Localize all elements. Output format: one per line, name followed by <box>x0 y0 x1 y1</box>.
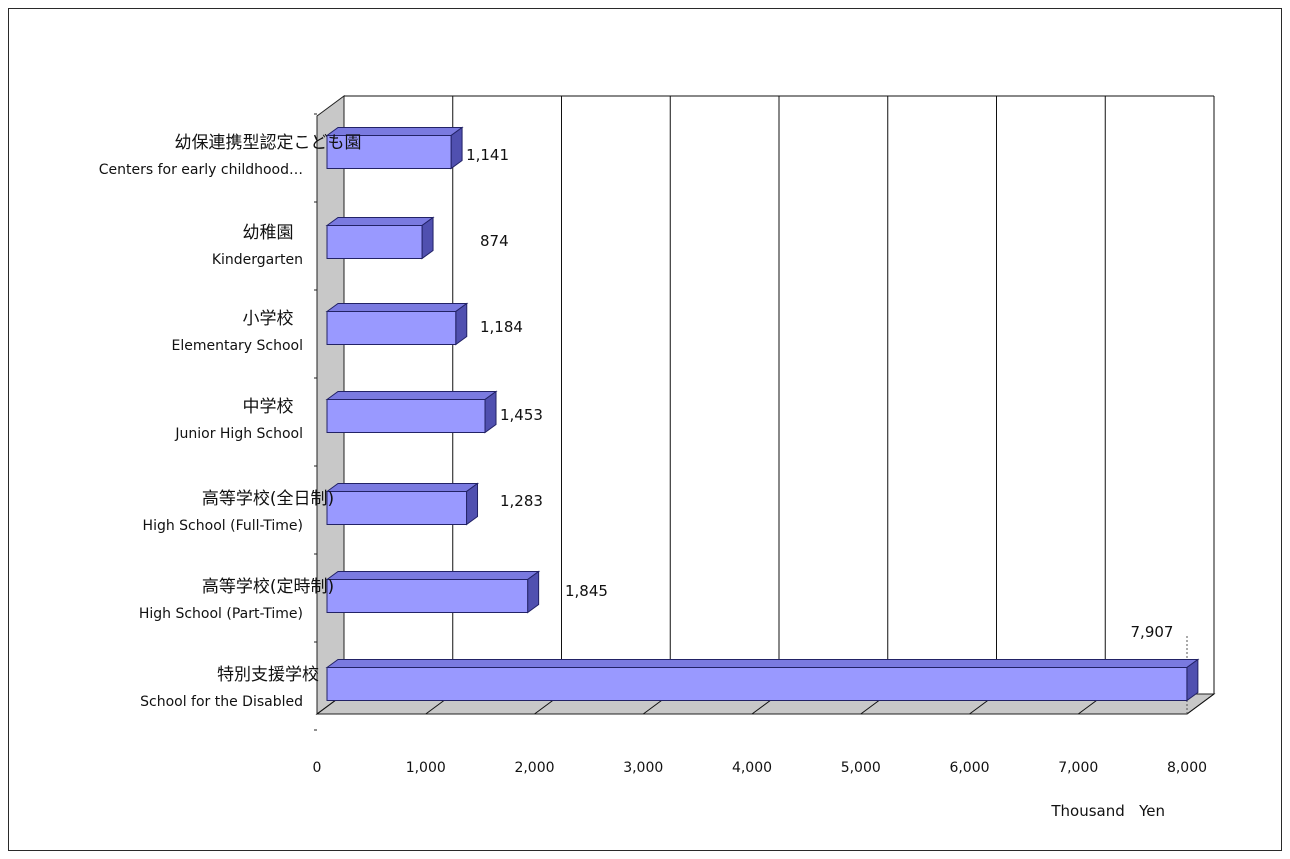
category-label-en: High School (Part-Time) <box>139 606 303 622</box>
category-label-en: Kindergarten <box>212 252 303 268</box>
x-tick-label: 3,000 <box>623 760 663 776</box>
category-label-ja: 小学校 <box>243 309 294 329</box>
category-label-en: High School (Full-Time) <box>143 518 303 534</box>
bar <box>326 225 423 259</box>
x-tick-label: 0 <box>313 760 322 776</box>
category-label-ja: 高等学校(全日制) <box>202 489 334 509</box>
data-label: 7,907 <box>1131 623 1174 641</box>
bar-top <box>325 659 1200 668</box>
x-tick-label: 2,000 <box>514 760 554 776</box>
category-label-ja: 高等学校(定時制) <box>202 577 334 597</box>
bar <box>326 135 452 169</box>
category-label-ja: 幼稚園 <box>243 223 294 243</box>
category-label-en: School for the Disabled <box>140 694 303 710</box>
bar <box>326 579 529 613</box>
category-label-ja: 特別支援学校 <box>217 665 319 685</box>
data-label: 1,283 <box>500 492 543 510</box>
x-tick-label: 4,000 <box>732 760 772 776</box>
x-tick-label: 1,000 <box>406 760 446 776</box>
category-label-en: Centers for early childhood… <box>99 162 303 178</box>
bar <box>326 491 468 525</box>
category-label-en: Elementary School <box>171 338 303 354</box>
data-label: 1,141 <box>466 146 509 164</box>
bar-top <box>325 571 541 580</box>
category-label-en: Junior High School <box>174 426 303 442</box>
bar-top <box>325 303 469 312</box>
category-label-ja: 中学校 <box>243 397 294 417</box>
category-label-ja: 幼保連携型認定こども園 <box>175 133 362 153</box>
data-label: 874 <box>480 232 509 250</box>
floor-gridline <box>1186 693 1215 715</box>
x-tick-label: 8,000 <box>1167 760 1207 776</box>
bar <box>326 667 1188 701</box>
bar <box>326 399 486 433</box>
bar <box>326 311 457 345</box>
data-label: 1,453 <box>500 406 543 424</box>
x-axis-unit-label: Thousand Yen <box>1050 802 1165 820</box>
x-tick-label: 6,000 <box>949 760 989 776</box>
bar-top <box>325 483 480 492</box>
data-label: 1,184 <box>480 318 523 336</box>
bar-top <box>325 391 498 400</box>
x-tick-label: 7,000 <box>1058 760 1098 776</box>
x-tick-label: 5,000 <box>841 760 881 776</box>
bar-top <box>325 217 435 226</box>
data-label: 1,845 <box>565 582 608 600</box>
